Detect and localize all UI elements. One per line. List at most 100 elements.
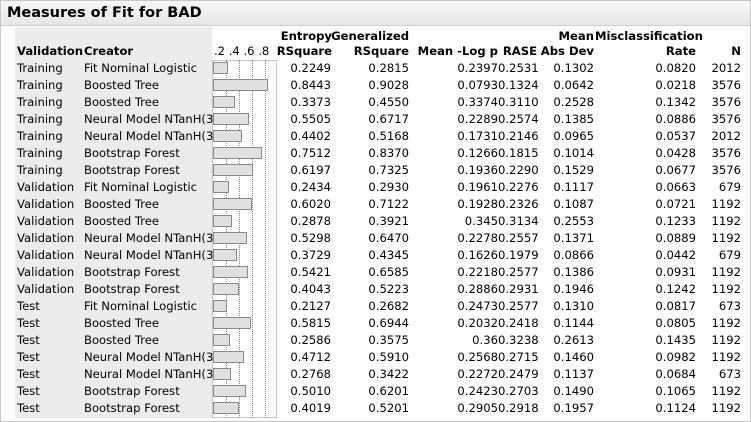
cell-rase: 0.2276: [498, 180, 539, 194]
cell-rase: 0.1979: [498, 248, 539, 262]
cell-rase: 0.2574: [498, 112, 539, 126]
cell-mean-abs-dev: 0.1302: [553, 61, 594, 75]
header-validation: Validation: [17, 44, 83, 58]
cell-misclassification-rate: 0.1242: [655, 282, 696, 296]
cell-n: 3576: [711, 146, 741, 160]
cell-mean-abs-dev: 0.2553: [553, 214, 594, 228]
report-title-bar[interactable]: [1, 1, 750, 26]
cell-entropy-rsquare: 0.5298: [290, 231, 331, 245]
cell-n: 673: [718, 367, 741, 381]
cell-misclassification-rate: 0.0889: [655, 231, 696, 245]
header-mean-abs-dev-line1: Mean: [558, 29, 594, 43]
cell-mean-abs-dev: 0.1529: [553, 163, 594, 177]
cell-creator: Boosted Tree: [84, 95, 160, 109]
entropy-rsquare-bar: [213, 249, 237, 261]
cell-mean-abs-dev: 0.1117: [553, 180, 594, 194]
cell-generalized-rsquare: 0.6585: [368, 265, 409, 279]
entropy-rsquare-bar: [213, 181, 229, 193]
cell-mean-abs-dev: 0.1137: [553, 367, 594, 381]
entropy-rsquare-bar: [213, 113, 249, 125]
entropy-rsquare-bar: [213, 283, 239, 295]
cell-validation: Validation: [17, 282, 75, 296]
cell-mean-abs-dev: 0.1385: [553, 112, 594, 126]
cell-n: 1192: [711, 265, 741, 279]
cell-validation: Validation: [17, 265, 75, 279]
cell-rase: 0.3134: [498, 214, 539, 228]
cell-generalized-rsquare: 0.5223: [368, 282, 409, 296]
cell-generalized-rsquare: 0.4345: [368, 248, 409, 262]
cell-validation: Test: [17, 316, 40, 330]
cell-mean-abs-dev: 0.1087: [553, 197, 594, 211]
cell-rase: 0.2918: [498, 401, 539, 415]
cell-rase: 0.2715: [498, 350, 539, 364]
cell-validation: Validation: [17, 180, 75, 194]
cell-validation: Validation: [17, 248, 75, 262]
cell-generalized-rsquare: 0.2815: [368, 61, 409, 75]
cell-mean-log-p: 0.3374: [457, 95, 498, 109]
cell-n: 1192: [711, 401, 741, 415]
report-title: Measures of Fit for BAD: [7, 5, 202, 21]
entropy-rsquare-bar: [213, 62, 228, 74]
cell-creator: Fit Nominal Logistic: [84, 61, 198, 75]
creator-column-background: [82, 27, 212, 418]
cell-misclassification-rate: 0.1233: [655, 214, 696, 228]
cell-mean-log-p: 0.0793: [457, 78, 498, 92]
entropy-rsquare-bar: [213, 351, 244, 363]
cell-mean-log-p: 0.2473: [457, 299, 498, 313]
cell-misclassification-rate: 0.0805: [655, 316, 696, 330]
cell-misclassification-rate: 0.1342: [655, 95, 696, 109]
cell-creator: Boosted Tree: [84, 214, 160, 228]
entropy-rsquare-bar: [213, 266, 248, 278]
entropy-rsquare-bar: [213, 130, 242, 142]
cell-generalized-rsquare: 0.5910: [368, 350, 409, 364]
cell-rase: 0.3110: [498, 95, 539, 109]
cell-entropy-rsquare: 0.3729: [290, 248, 331, 262]
cell-n: 679: [718, 248, 741, 262]
cell-misclassification-rate: 0.0886: [655, 112, 696, 126]
header-mean-log-p: Mean -Log p: [417, 44, 498, 58]
cell-misclassification-rate: 0.0820: [655, 61, 696, 75]
cell-mean-log-p: 0.2423: [457, 384, 498, 398]
cell-rase: 0.2326: [498, 197, 539, 211]
cell-validation: Training: [17, 129, 63, 143]
cell-n: 1192: [711, 197, 741, 211]
entropy-rsquare-bar: [213, 96, 235, 108]
cell-mean-log-p: 0.1626: [457, 248, 498, 262]
cell-creator: Bootstrap Forest: [84, 265, 180, 279]
header-generalized-line1: Generalized: [331, 29, 409, 43]
cell-n: 2012: [711, 61, 741, 75]
cell-misclassification-rate: 0.0537: [655, 129, 696, 143]
cell-entropy-rsquare: 0.2768: [290, 367, 331, 381]
cell-entropy-rsquare: 0.4043: [290, 282, 331, 296]
cell-mean-abs-dev: 0.1144: [553, 316, 594, 330]
cell-validation: Test: [17, 350, 40, 364]
entropy-rsquare-bar: [213, 198, 252, 210]
entropy-rsquare-bar: [213, 232, 247, 244]
cell-creator: Neural Model NTanH(3): [84, 367, 218, 381]
cell-validation: Test: [17, 401, 40, 415]
cell-n: 3576: [711, 163, 741, 177]
cell-rase: 0.2146: [498, 129, 539, 143]
cell-entropy-rsquare: 0.8443: [290, 78, 331, 92]
header-misclassification-line2: Rate: [665, 44, 696, 58]
cell-mean-log-p: 0.2397: [457, 61, 498, 75]
cell-misclassification-rate: 0.1435: [655, 333, 696, 347]
bar-guide-line: [265, 60, 266, 418]
cell-entropy-rsquare: 0.5421: [290, 265, 331, 279]
cell-entropy-rsquare: 0.4019: [290, 401, 331, 415]
header-bar-scale: .2 .4 .6 .8: [214, 44, 270, 58]
entropy-rsquare-bar: [213, 317, 251, 329]
cell-mean-log-p: 0.345: [464, 214, 498, 228]
cell-entropy-rsquare: 0.5010: [290, 384, 331, 398]
cell-mean-abs-dev: 0.1014: [553, 146, 594, 160]
cell-generalized-rsquare: 0.3422: [368, 367, 409, 381]
cell-rase: 0.2557: [498, 231, 539, 245]
cell-n: 1192: [711, 231, 741, 245]
cell-mean-abs-dev: 0.1957: [553, 401, 594, 415]
cell-creator: Boosted Tree: [84, 197, 160, 211]
cell-validation: Training: [17, 95, 63, 109]
cell-n: 1192: [711, 384, 741, 398]
cell-mean-log-p: 0.1936: [457, 163, 498, 177]
cell-generalized-rsquare: 0.6717: [368, 112, 409, 126]
cell-validation: Test: [17, 384, 40, 398]
